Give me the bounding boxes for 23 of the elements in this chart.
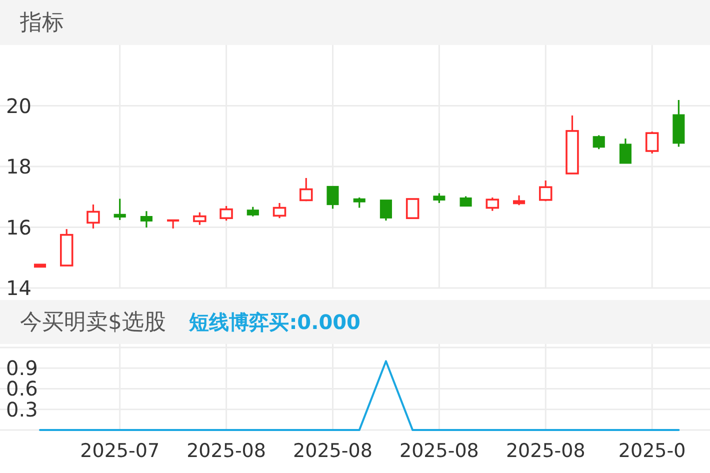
- candlestick: [86, 204, 100, 230]
- series-label: 短线博弈买:0.000: [188, 310, 360, 334]
- candlestick: [272, 202, 286, 219]
- x-tick-label: 2025-08: [399, 440, 479, 462]
- y-tick-label: 20: [6, 94, 32, 118]
- y-tick-label: 14: [6, 276, 32, 300]
- y-tick-label: 18: [6, 154, 32, 178]
- x-tick-label: 2025-08: [186, 440, 266, 462]
- x-tick-label: 2025-08: [293, 440, 372, 462]
- chart-title: 指标: [19, 10, 64, 35]
- candlestick: [380, 200, 392, 222]
- candlestick: [619, 138, 632, 164]
- candlestick: [300, 177, 313, 202]
- candlestick: [114, 198, 126, 221]
- candlestick: [672, 99, 685, 148]
- chart-title: 今买明卖$选股: [20, 310, 166, 334]
- candlestick: [566, 114, 579, 174]
- x-tick-label: 2025-0: [618, 440, 686, 462]
- x-tick-label: 2025-07: [80, 440, 160, 462]
- candlestick: [513, 194, 526, 206]
- y-tick-label: 16: [6, 215, 32, 240]
- candlestick: [140, 210, 152, 228]
- x-tick-label: 2025-08: [506, 440, 586, 462]
